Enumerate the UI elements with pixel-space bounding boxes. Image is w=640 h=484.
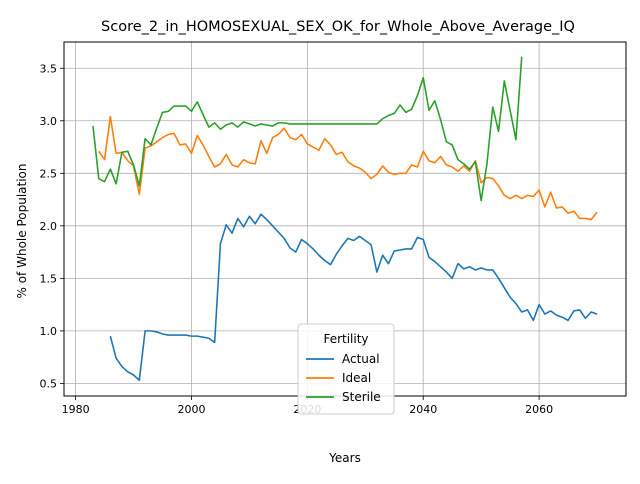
legend-label: Sterile	[342, 390, 381, 404]
y-tick-label: 1.0	[40, 325, 58, 338]
legend-item-ideal: Ideal	[306, 371, 371, 385]
legend-label: Actual	[342, 352, 380, 366]
x-tick-label: 2060	[525, 403, 553, 416]
y-tick-label: 2.0	[40, 220, 58, 233]
legend-label: Ideal	[342, 371, 371, 385]
y-tick-label: 0.5	[40, 377, 58, 390]
legend-item-sterile: Sterile	[306, 390, 381, 404]
y-tick-label: 1.5	[40, 272, 58, 285]
series-line-ideal	[98, 115, 598, 221]
x-tick-label: 2040	[409, 403, 437, 416]
legend-title: Fertility	[323, 332, 368, 346]
series-line-actual	[109, 213, 598, 382]
y-axis-label: % of Whole Population	[15, 164, 29, 299]
legend-item-actual: Actual	[306, 352, 380, 366]
y-tick-label: 3.0	[40, 115, 58, 128]
chart-title: Score_2_in_HOMOSEXUAL_SEX_OK_for_Whole_A…	[101, 19, 575, 35]
x-axis-label: Years	[328, 451, 361, 465]
y-tick-label: 2.5	[40, 167, 58, 180]
legend: Fertility Actual Ideal Sterile	[297, 323, 395, 415]
series-lines	[92, 56, 598, 382]
series-line-sterile	[92, 56, 523, 202]
grid	[64, 42, 626, 396]
legend-box	[297, 323, 395, 415]
y-tick-label: 3.5	[40, 62, 58, 75]
x-tick-label: 1980	[62, 403, 90, 416]
x-tick-label: 2000	[177, 403, 205, 416]
